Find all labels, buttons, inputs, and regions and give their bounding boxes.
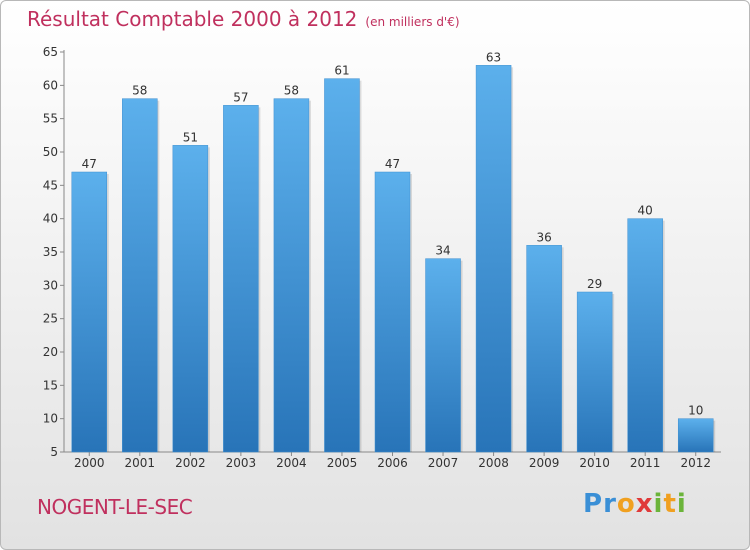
bar	[273, 98, 310, 453]
bar-value-label: 47	[82, 157, 97, 171]
bar	[576, 291, 613, 453]
bar-value-label: 47	[385, 157, 400, 171]
bar-value-label: 57	[233, 90, 248, 104]
proxiti-logo: Proxiti	[583, 489, 687, 519]
bars-group	[71, 65, 716, 453]
x-tick-label: 2005	[327, 456, 358, 470]
y-tick-label: 15	[43, 378, 58, 392]
logo-letter: i	[676, 489, 687, 519]
bar	[71, 171, 108, 453]
logo-letter: o	[616, 489, 636, 519]
bar-value-label: 63	[486, 50, 501, 64]
bar-value-label: 10	[688, 404, 703, 418]
y-tick-label: 25	[43, 312, 58, 326]
y-tick-label: 20	[43, 345, 58, 359]
bar-value-label: 51	[183, 130, 198, 144]
x-tick-label: 2012	[680, 456, 711, 470]
bar-value-label: 58	[284, 84, 299, 98]
bar-value-label: 40	[638, 204, 653, 218]
chart-title: Résultat Comptable 2000 à 2012 (en millie…	[27, 7, 460, 31]
bar	[122, 98, 158, 453]
bar	[374, 171, 411, 453]
x-tick-label: 2004	[276, 456, 307, 470]
chart-title-text: Résultat Comptable 2000 à 2012	[27, 7, 358, 31]
y-tick-label: 30	[43, 278, 58, 292]
bar	[172, 145, 209, 453]
x-tick-label: 2010	[579, 456, 610, 470]
logo-letter: i	[653, 489, 664, 519]
bar	[223, 105, 259, 453]
x-tick-label: 2007	[428, 456, 459, 470]
x-tick-label: 2009	[529, 456, 560, 470]
y-tick-label: 65	[43, 45, 58, 59]
logo-letter: P	[583, 489, 604, 519]
place-name: NOGENT-LE-SEC	[37, 495, 193, 519]
x-tick-label: 2003	[226, 456, 257, 470]
x-tick-label: 2006	[377, 456, 408, 470]
x-tick-label: 2011	[630, 456, 661, 470]
x-tick-label: 2008	[478, 456, 509, 470]
logo-letter: r	[603, 489, 617, 519]
bar	[526, 245, 562, 453]
logo-letter: t	[663, 489, 677, 519]
y-tick-label: 60	[43, 78, 58, 92]
y-tick-label: 5	[50, 445, 58, 459]
bar	[627, 218, 663, 453]
y-tick-label: 40	[43, 212, 58, 226]
logo-letter: x	[635, 489, 654, 519]
y-tick-label: 50	[43, 145, 58, 159]
data-labels-group: 47 58 51 57 58 61 47 34 63 36 29 40 10	[82, 50, 704, 417]
bar-value-label: 36	[536, 230, 551, 244]
chart-subtitle: (en milliers d'€)	[365, 15, 460, 29]
bar-value-label: 29	[587, 277, 602, 291]
axes: 5 10 15 20 25 30 35 40 45 50 55 60 65 2000 2001 2002 200…	[43, 45, 721, 470]
bar-value-label: 61	[334, 64, 349, 78]
bar-value-label: 34	[435, 244, 450, 258]
y-tick-label: 45	[43, 178, 58, 192]
x-tick-label: 2000	[74, 456, 105, 470]
bar	[324, 78, 360, 453]
y-tick-label: 10	[43, 412, 58, 426]
x-tick-label: 2002	[175, 456, 206, 470]
bar	[475, 65, 512, 453]
x-tick-label: 2001	[125, 456, 156, 470]
bar	[677, 418, 714, 453]
bar-value-label: 58	[132, 84, 147, 98]
bar	[425, 258, 461, 453]
y-tick-label: 35	[43, 245, 58, 259]
y-tick-label: 55	[43, 112, 58, 126]
